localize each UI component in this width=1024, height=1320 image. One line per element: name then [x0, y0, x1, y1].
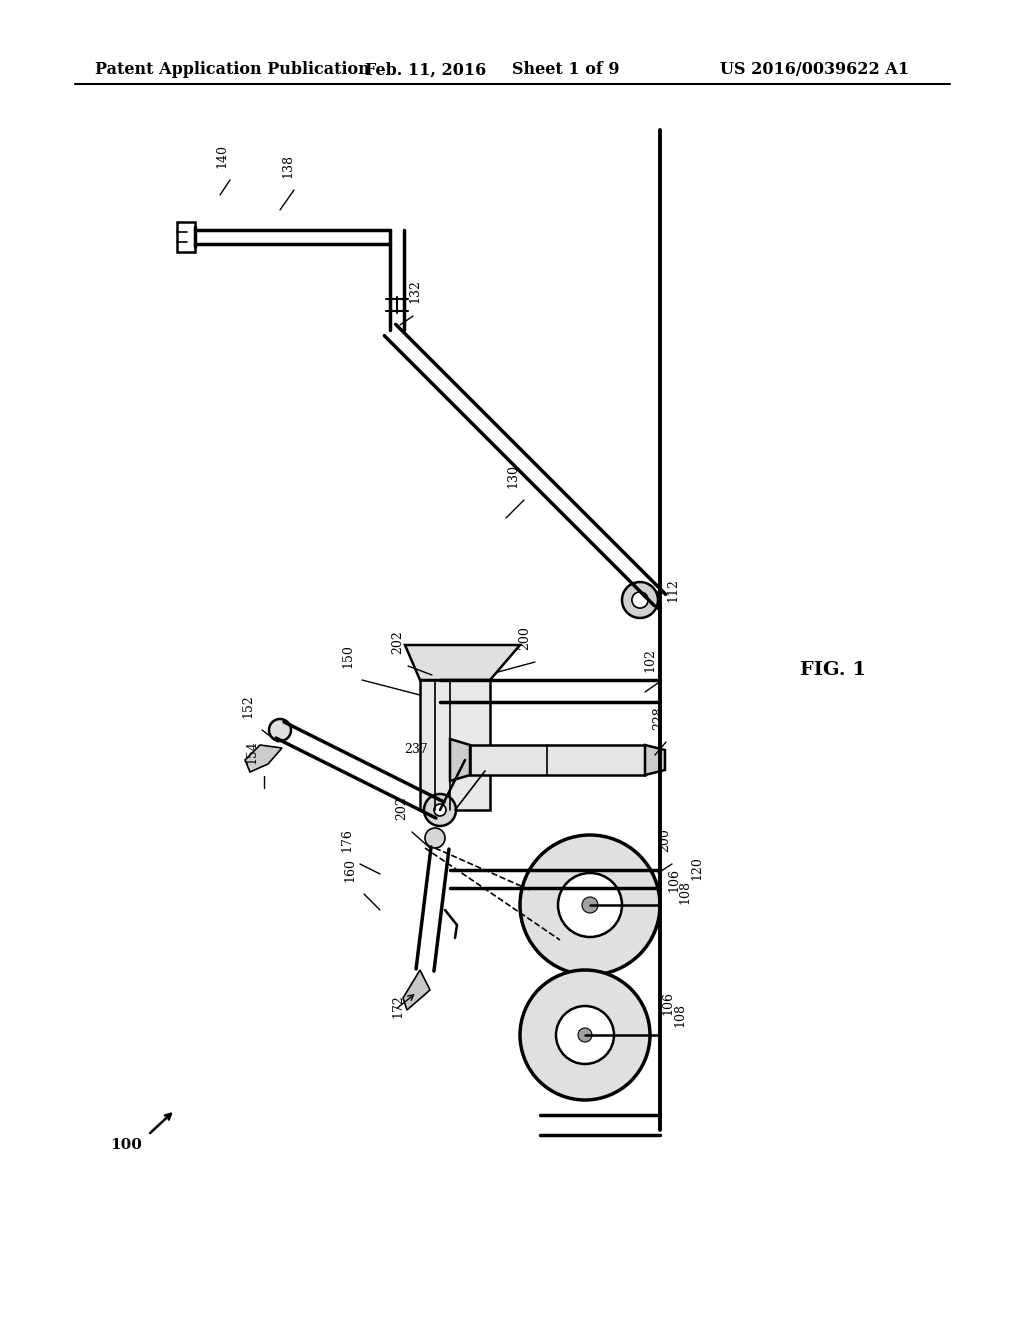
Text: 132: 132: [409, 279, 422, 304]
Text: 138: 138: [282, 154, 295, 178]
Polygon shape: [403, 970, 430, 1010]
Bar: [177, 222, 195, 252]
Bar: [420, 680, 490, 810]
Text: 202: 202: [395, 796, 409, 820]
Text: 102: 102: [643, 648, 656, 672]
Circle shape: [269, 719, 291, 741]
Text: 202: 202: [391, 630, 404, 653]
Circle shape: [556, 1006, 614, 1064]
Text: 120: 120: [690, 857, 703, 880]
Text: 152: 152: [242, 694, 255, 718]
Text: US 2016/0039622 A1: US 2016/0039622 A1: [720, 62, 909, 78]
Text: 130: 130: [507, 465, 519, 488]
Text: 200: 200: [518, 626, 531, 649]
Text: 112: 112: [667, 578, 680, 602]
Text: 108: 108: [679, 880, 691, 904]
Polygon shape: [645, 744, 665, 775]
Text: 200: 200: [658, 828, 672, 851]
Text: Patent Application Publication: Patent Application Publication: [95, 62, 370, 78]
Text: 154: 154: [246, 741, 258, 764]
Circle shape: [578, 1028, 592, 1041]
Text: 172: 172: [391, 994, 404, 1018]
Text: 106: 106: [662, 991, 675, 1015]
Polygon shape: [406, 645, 520, 680]
Text: 100: 100: [110, 1138, 142, 1152]
Text: Feb. 11, 2016: Feb. 11, 2016: [365, 62, 486, 78]
Circle shape: [558, 873, 622, 937]
Polygon shape: [245, 744, 282, 772]
Text: 108: 108: [674, 1003, 686, 1027]
Circle shape: [425, 828, 445, 847]
Circle shape: [520, 970, 650, 1100]
Polygon shape: [450, 739, 470, 781]
Text: 150: 150: [341, 644, 354, 668]
Text: 228: 228: [652, 706, 666, 730]
Circle shape: [622, 582, 658, 618]
Circle shape: [424, 795, 456, 826]
Text: Sheet 1 of 9: Sheet 1 of 9: [512, 62, 620, 78]
Text: 106: 106: [668, 869, 681, 892]
Circle shape: [520, 836, 660, 975]
Text: FIG. 1: FIG. 1: [800, 661, 866, 678]
Circle shape: [582, 898, 598, 913]
Text: 176: 176: [341, 828, 353, 851]
Bar: [470, 744, 645, 775]
Circle shape: [434, 804, 446, 816]
Circle shape: [632, 591, 648, 609]
Text: 160: 160: [343, 858, 356, 882]
Text: 140: 140: [215, 144, 228, 168]
Text: 237: 237: [404, 743, 428, 756]
